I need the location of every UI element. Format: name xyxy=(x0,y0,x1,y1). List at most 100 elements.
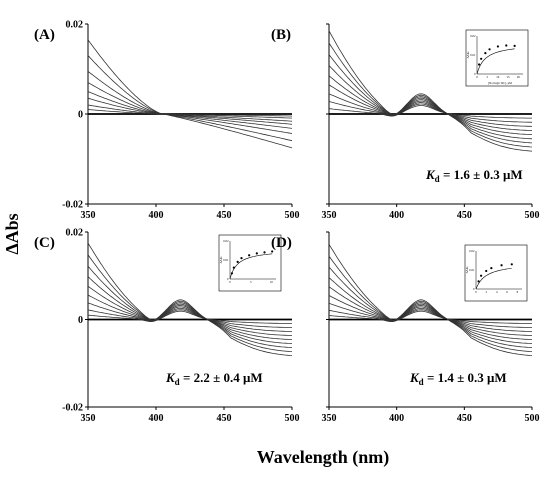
x-tick-label: 500 xyxy=(525,210,540,221)
series-line xyxy=(328,30,533,152)
x-tick-label: 350 xyxy=(81,413,96,424)
series-line xyxy=(328,310,532,324)
inset-data-point xyxy=(248,254,251,257)
series-line xyxy=(328,309,532,328)
y-tick-label: 0 xyxy=(78,315,83,326)
inset-data-point xyxy=(236,260,239,263)
series-line xyxy=(87,254,293,352)
series-line xyxy=(87,97,293,122)
x-tick-label: 350 xyxy=(81,210,96,221)
panel-4: 350 400 450 500(D)Kd = 1.4 ± 0.3 μM0 2 4 6 800.… xyxy=(271,231,540,424)
x-tick-label: 500 xyxy=(285,413,300,424)
series-line xyxy=(87,265,293,348)
kd-label: Kd = 1.4 ± 0.3 μM xyxy=(409,370,507,387)
x-tick-label: 400 xyxy=(149,413,164,424)
inset-y-tick-label: 0 xyxy=(473,287,475,291)
inset-x-tick-label: 20 xyxy=(517,75,521,79)
inset-y-tick-label: 0.02 xyxy=(223,239,229,243)
inset-y-tick-label: 0.01 xyxy=(223,258,229,262)
inset-data-point xyxy=(477,63,481,66)
inset-x-tick-label: 15 xyxy=(507,75,511,79)
x-tick-label: 400 xyxy=(389,413,404,424)
inset-data-point xyxy=(488,48,491,51)
series-line xyxy=(328,277,533,344)
x-tick-label: 350 xyxy=(322,413,337,424)
series-line xyxy=(87,276,293,344)
x-tick-label: 350 xyxy=(322,210,337,221)
inset-y-tick-label: 0.02 xyxy=(470,34,476,38)
x-tick-label: 450 xyxy=(217,210,232,221)
x-tick-label: 450 xyxy=(457,413,472,424)
inset-x-label: [Norvegic IIC], μM xyxy=(488,81,512,86)
series-line xyxy=(328,105,532,119)
series-line xyxy=(87,310,292,324)
inset-y-label: ΔAbs xyxy=(465,266,469,274)
inset-frame xyxy=(464,244,528,302)
x-tick-label: 400 xyxy=(389,210,404,221)
inset-data-point xyxy=(255,252,258,255)
inset-x-tick-label: 4 xyxy=(496,290,498,294)
x-tick-label: 500 xyxy=(525,413,540,424)
inset-y-label: ΔAbs xyxy=(466,51,470,59)
y-tick-label: 0.02 xyxy=(66,20,84,31)
inset-data-point xyxy=(485,269,488,273)
panel-label: (C) xyxy=(34,235,55,251)
inset-y-label: ΔAbs xyxy=(219,256,223,264)
kd-label: Kd = 2.2 ± 0.4 μM xyxy=(165,370,263,387)
inset-fit-curve xyxy=(476,48,515,75)
series-line xyxy=(87,39,293,149)
series-line xyxy=(87,302,292,332)
inset-data-point xyxy=(500,264,503,267)
series-line xyxy=(87,294,293,336)
x-tick-label: 450 xyxy=(457,210,472,221)
y-tick-label: -0.02 xyxy=(62,200,83,211)
series-line xyxy=(87,285,293,340)
y-tick-label: -0.02 xyxy=(62,403,83,414)
inset-data-point xyxy=(496,45,500,48)
series-line xyxy=(328,302,532,332)
series-line xyxy=(328,54,533,144)
inset-x-tick-label: 10 xyxy=(270,280,274,284)
series-line xyxy=(87,242,293,356)
inset-data-point xyxy=(505,44,508,47)
inset-data-point xyxy=(232,266,235,269)
inset-y-tick-label: 0 xyxy=(227,277,229,281)
inset-fit-curve xyxy=(229,253,273,280)
inset-data-point xyxy=(240,257,243,260)
inset-data-point xyxy=(484,52,487,55)
series-line xyxy=(87,109,293,117)
inset-data-point xyxy=(477,280,480,283)
inset-data-point xyxy=(480,57,483,60)
inset-x-tick-label: 0 xyxy=(229,280,231,284)
inset-data-point xyxy=(510,263,513,266)
series-line xyxy=(328,93,533,127)
series-line xyxy=(87,309,292,328)
inset-data-point xyxy=(271,250,274,253)
inset-data-point xyxy=(480,274,483,277)
series-line xyxy=(328,295,533,336)
series-line xyxy=(328,84,533,131)
inset-y-tick-label: 0.02 xyxy=(469,249,475,253)
x-tick-label: 500 xyxy=(285,210,300,221)
inset-x-tick-label: 10 xyxy=(496,75,500,79)
inset-x-tick-label: 5 xyxy=(487,75,489,79)
x-tick-label: 400 xyxy=(149,210,164,221)
panel-1: 350 400 450 500 0.02 0 -0.02 (A) xyxy=(34,20,300,222)
series-line xyxy=(328,42,533,148)
series-line xyxy=(328,286,533,340)
inset-data-point xyxy=(513,44,516,47)
inset-x-tick-label: 2 xyxy=(486,290,488,294)
inset-data-point xyxy=(230,272,234,275)
inset-x-tick-label: 5 xyxy=(250,280,252,284)
kd-label: Kd = 1.6 ± 0.3 μM xyxy=(425,167,523,184)
series-line xyxy=(328,243,533,356)
y-tick-label: 0.02 xyxy=(66,228,84,239)
series-line xyxy=(328,65,533,140)
inset-x-tick-label: 6 xyxy=(506,290,508,294)
panel-3: 350 400 450 500 0.02 0 -0.02 (C) Kd = 2.2 ± 0.4 … xyxy=(34,228,300,425)
inset-x-tick-label: 8 xyxy=(517,290,519,294)
